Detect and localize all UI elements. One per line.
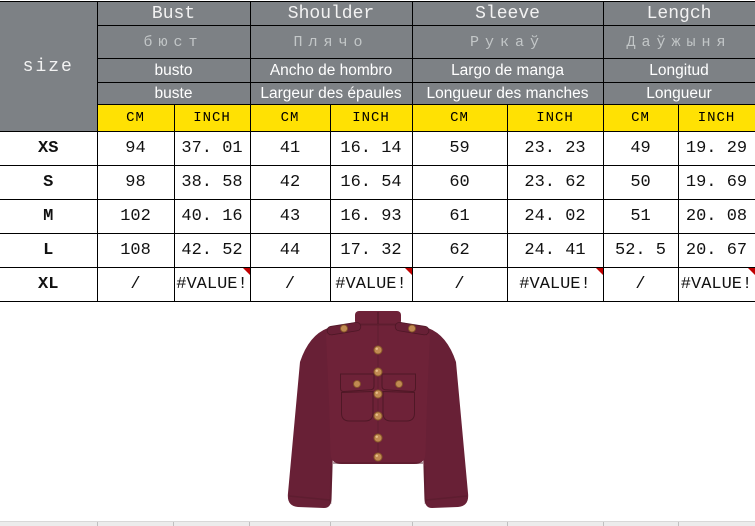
cell-value: 51: [602, 199, 679, 234]
unit-header-inch: INCH: [329, 104, 413, 132]
cell-value: 59: [411, 131, 508, 166]
col-header-shoulder-es: Ancho de hombro: [249, 58, 413, 83]
col-header-bust-es: busto: [97, 58, 251, 83]
cell-value: 23. 62: [506, 165, 604, 200]
unit-header-inch: INCH: [677, 104, 755, 132]
col-header-bust-fr: buste: [97, 82, 251, 105]
cell-value: 60: [411, 165, 508, 200]
cell-value: 108: [96, 233, 175, 268]
cell-value: 16. 14: [329, 131, 413, 166]
cell-value: 42: [249, 165, 331, 200]
col-header-shoulder-en: Shoulder: [249, 1, 413, 26]
cell-value: 40. 16: [173, 199, 251, 234]
cell-value: 98: [96, 165, 175, 200]
unit-header-cm: CM: [249, 104, 331, 132]
col-header-length-ru: Даўжыня: [602, 25, 755, 59]
error-cell: #VALUE!: [506, 267, 604, 302]
col-header-length-fr: Longueur: [602, 82, 755, 105]
col-header-length-es: Longitud: [602, 58, 755, 83]
cell-value: 42. 52: [173, 233, 251, 268]
col-header-sleeve-ru: Рукаў: [411, 25, 604, 59]
cell-value: 41: [249, 131, 331, 166]
table-row-l: L 108 42. 52 44 17. 32 62 24. 41 52. 5 2…: [0, 233, 755, 268]
cell-value: 94: [96, 131, 175, 166]
error-cell: #VALUE!: [173, 267, 251, 302]
cell-value: 102: [96, 199, 175, 234]
cell-value: 43: [249, 199, 331, 234]
cell-value: /: [602, 267, 679, 302]
col-header-sleeve-en: Sleeve: [411, 1, 604, 26]
burgundy-jacket-illustration: [287, 311, 469, 508]
cell-value: 17. 32: [329, 233, 413, 268]
cell-value: 20. 67: [677, 233, 755, 268]
cell-value: 38. 58: [173, 165, 251, 200]
col-header-shoulder-ru: Плячо: [249, 25, 413, 59]
cell-value: 19. 69: [677, 165, 755, 200]
table-row-xs: XS 94 37. 01 41 16. 14 59 23. 23 49 19. …: [0, 131, 755, 166]
cell-value: 24. 41: [506, 233, 604, 268]
cell-value: 62: [411, 233, 508, 268]
col-header-shoulder-fr: Largeur des épaules: [249, 82, 413, 105]
cell-value: 19. 29: [677, 131, 755, 166]
col-header-bust-ru: бюст: [97, 25, 251, 59]
unit-header-inch: INCH: [173, 104, 251, 132]
cell-value: 20. 08: [677, 199, 755, 234]
size-chart-table: size Bust Shoulder Sleeve Lengch бюст Пл…: [0, 1, 755, 302]
cell-value: 44: [249, 233, 331, 268]
size-title: size: [0, 1, 98, 132]
cell-value: /: [411, 267, 508, 302]
cell-value: 52. 5: [602, 233, 679, 268]
col-header-sleeve-es: Largo de manga: [411, 58, 604, 83]
cell-value: 16. 93: [329, 199, 413, 234]
cell-value: 49: [602, 131, 679, 166]
cell-value: 23. 23: [506, 131, 604, 166]
unit-header-inch: INCH: [506, 104, 604, 132]
cell-value: 50: [602, 165, 679, 200]
error-cell: #VALUE!: [677, 267, 755, 302]
unit-header-cm: CM: [411, 104, 508, 132]
table-row-xl: XL / #VALUE! / #VALUE! / #VALUE! / #VALU…: [0, 267, 755, 302]
cell-value: 37. 01: [173, 131, 251, 166]
col-header-length-en: Lengch: [602, 1, 755, 26]
col-header-sleeve-fr: Longueur des manches: [411, 82, 604, 105]
unit-header-cm: CM: [602, 104, 679, 132]
row-label-xl: XL: [0, 267, 98, 302]
cell-value: 16. 54: [329, 165, 413, 200]
error-cell: #VALUE!: [329, 267, 413, 302]
row-label-s: S: [0, 165, 98, 200]
cell-value: 24. 02: [506, 199, 604, 234]
cell-value: 61: [411, 199, 508, 234]
row-label-l: L: [0, 233, 98, 268]
next-spreadsheet-row-edge: [0, 521, 755, 526]
product-photo-jacket: [283, 306, 473, 518]
cell-value: /: [96, 267, 175, 302]
cell-value: /: [249, 267, 331, 302]
row-label-m: M: [0, 199, 98, 234]
row-label-xs: XS: [0, 131, 98, 166]
unit-header-cm: CM: [97, 104, 175, 132]
table-row-s: S 98 38. 58 42 16. 54 60 23. 62 50 19. 6…: [0, 165, 755, 200]
col-header-bust-en: Bust: [96, 1, 251, 26]
table-row-m: M 102 40. 16 43 16. 93 61 24. 02 51 20. …: [0, 199, 755, 234]
